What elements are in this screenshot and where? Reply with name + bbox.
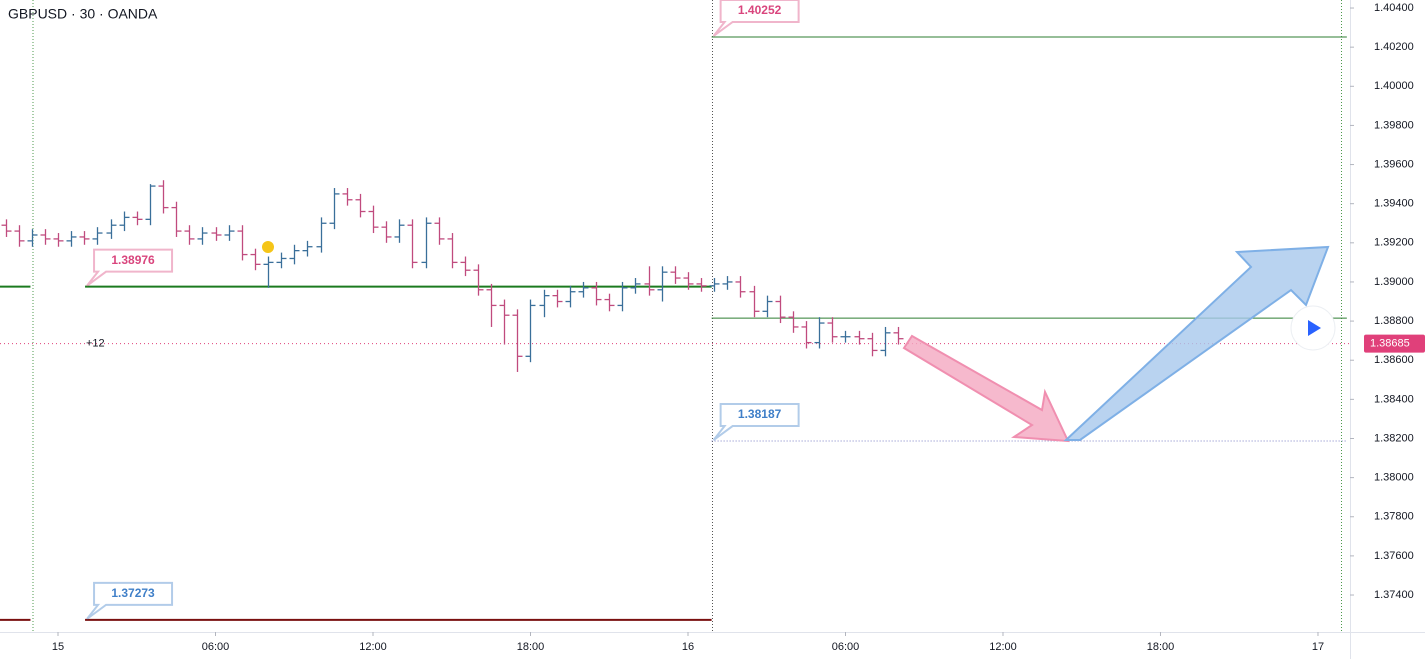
down-arrow: [902, 334, 1070, 443]
x-tick-label: 18:00: [517, 641, 545, 653]
y-tick-label: 1.38800: [1374, 315, 1414, 327]
x-tick-label: 06:00: [832, 641, 860, 653]
y-tick-label: 1.37800: [1374, 511, 1414, 523]
y-tick-label: 1.38000: [1374, 472, 1414, 484]
level-label: 1.38976: [111, 253, 155, 267]
x-tick-label: 15: [52, 641, 64, 653]
level-tag: [712, 0, 800, 37]
y-tick-label: 1.39400: [1374, 198, 1414, 210]
x-tick-label: 12:00: [989, 641, 1017, 653]
y-tick-label: 1.38400: [1374, 393, 1414, 405]
chart-title: GBPUSD · 30 · OANDA: [8, 6, 158, 22]
level-tag: [86, 581, 174, 620]
x-tick-label: 18:00: [1147, 641, 1175, 653]
last-price-label: 1.38685: [1370, 337, 1410, 349]
y-tick-label: 1.39600: [1374, 158, 1414, 170]
y-tick-label: 1.38600: [1374, 354, 1414, 366]
level-label: 1.40252: [738, 3, 782, 17]
y-tick-label: 1.39000: [1374, 276, 1414, 288]
y-tick-label: 1.40200: [1374, 41, 1414, 53]
annotation: +12: [86, 337, 105, 349]
up-arrow: [1063, 245, 1330, 441]
event-marker[interactable]: [262, 241, 274, 253]
last-price-tag: [1364, 334, 1425, 353]
level-tag: [86, 248, 174, 287]
level-label: 1.38187: [738, 407, 782, 421]
level-tag: [712, 403, 800, 441]
y-tick-label: 1.37600: [1374, 550, 1414, 562]
x-tick-label: 17: [1312, 641, 1324, 653]
y-tick-label: 1.37400: [1374, 589, 1414, 601]
y-tick-label: 1.39800: [1374, 119, 1414, 131]
x-tick-label: 06:00: [202, 641, 230, 653]
y-tick-label: 1.40400: [1374, 2, 1414, 14]
y-tick-label: 1.39200: [1374, 237, 1414, 249]
play-icon: [1308, 320, 1321, 336]
y-tick-label: 1.40000: [1374, 80, 1414, 92]
x-tick-label: 16: [682, 641, 694, 653]
level-label: 1.37273: [111, 586, 155, 600]
x-tick-label: 12:00: [359, 641, 387, 653]
y-tick-label: 1.38200: [1374, 432, 1414, 444]
